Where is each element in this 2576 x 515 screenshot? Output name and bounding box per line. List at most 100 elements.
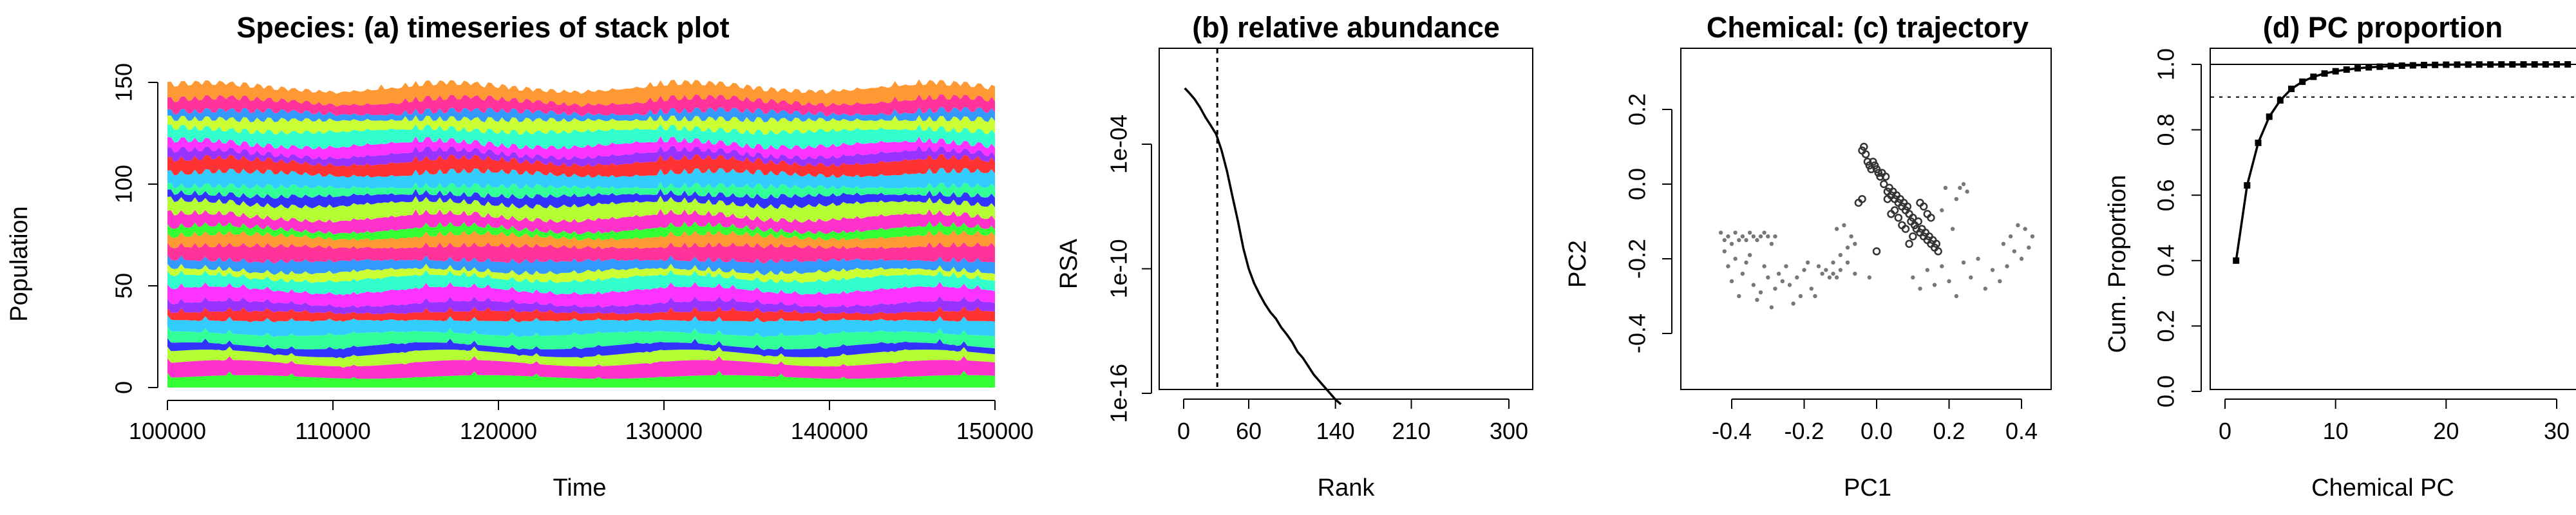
pc-point <box>2233 257 2240 264</box>
pc-plot-box <box>2210 48 2576 390</box>
trajectory-point <box>1943 185 1948 190</box>
stack-layers <box>167 79 995 388</box>
stack-plot-axes: 0 50 100 150 100000 110000 120000 130000 140000 1… <box>111 63 1034 444</box>
abundance-line <box>1184 87 1342 406</box>
trajectory-point <box>1762 230 1766 235</box>
pc-point <box>2266 113 2273 120</box>
stack-plot-xlabel: Time <box>553 474 606 501</box>
abundance-ylabel: RSA <box>1056 238 1083 289</box>
pc-point <box>2498 61 2505 68</box>
panel-trajectory: Chemical: (c) trajectory PC1 PC2 -0.4 -0.… <box>1564 11 2052 501</box>
stack-y-tick-label: 50 <box>111 273 137 299</box>
trajectory-xlabel: PC1 <box>1844 474 1891 501</box>
trajectory-point <box>1872 247 1881 256</box>
pc-point <box>2487 61 2494 68</box>
trajectory-point <box>1751 234 1756 239</box>
stack-layer <box>167 230 995 250</box>
trajectory-point <box>1934 247 1942 256</box>
stack-layer <box>167 209 995 235</box>
trajectory-point <box>1718 230 1723 235</box>
trajectory-point <box>1845 260 1850 265</box>
trajectory-point <box>1831 260 1835 265</box>
stack-layer <box>167 107 995 122</box>
pc-y-tick-label: 0.6 <box>2153 179 2179 211</box>
trajectory-content: -0.4 -0.2 0.0 0.2 0.4 -0.4 -0.2 0.0 0.2 <box>1624 93 2038 444</box>
trajectory-point <box>2016 223 2020 227</box>
trajectory-point <box>1958 185 1962 190</box>
trajectory-point <box>1990 268 1995 272</box>
trajectory-point <box>1733 230 1738 235</box>
trajectory-point <box>1824 268 1828 272</box>
abundance-plot-box <box>1159 48 1533 390</box>
trajectory-point <box>1816 264 1821 268</box>
trajectory-point <box>1898 221 1906 230</box>
trajectory-point <box>1853 241 1857 246</box>
panel-relative-abundance: (b) relative abundance Rank RSA 0 60 140 21… <box>1056 11 1533 501</box>
stack-plot-ylabel: Population <box>6 206 33 322</box>
trajectory-point <box>1858 194 1866 203</box>
trajectory-point <box>1769 305 1774 310</box>
pc-point <box>2387 62 2394 70</box>
pc-y-tick-label: 0.4 <box>2153 245 2179 277</box>
pc-line <box>2235 63 2568 261</box>
abundance-content: 0 60 140 210 300 1e-16 1e-10 1e-04 <box>1106 49 1528 444</box>
stack-layer <box>167 356 995 379</box>
pc-point <box>2244 182 2251 189</box>
trajectory-point <box>1954 294 1958 299</box>
stack-layer <box>167 315 995 338</box>
trajectory-point <box>1867 275 1871 280</box>
trajectory-point <box>2023 227 2027 231</box>
abundance-y-tick-label: 1e-16 <box>1106 364 1132 423</box>
stack-layer <box>167 154 995 178</box>
trajectory-point <box>1744 238 1748 243</box>
trajectory-point <box>1918 286 1922 291</box>
stack-x-tick-label: 120000 <box>460 418 537 444</box>
stack-layer <box>167 281 995 308</box>
trajectory-point <box>1909 213 1917 222</box>
trajectory-point <box>1755 297 1759 302</box>
stack-layer <box>167 270 995 295</box>
trajectory-point <box>1766 275 1770 280</box>
pc-point <box>2454 61 2461 68</box>
pc-point <box>2553 61 2560 68</box>
trajectory-point <box>1932 239 1941 248</box>
trajectory-point <box>1787 283 1792 287</box>
stack-x-tick-label: 140000 <box>791 418 868 444</box>
pc-point <box>2443 61 2450 68</box>
trajectory-point <box>2005 264 2009 268</box>
pc-x-tick-label: 30 <box>2544 418 2570 444</box>
pc-point <box>2409 62 2416 69</box>
trajectory-y-tick-label: -0.2 <box>1624 239 1651 279</box>
trajectory-point <box>1911 275 1915 280</box>
trajectory-point <box>1954 197 1958 201</box>
stack-layer <box>167 263 995 283</box>
trajectory-point <box>1722 238 1727 243</box>
trajectory-point <box>1894 213 1903 222</box>
stack-x-tick-label: 150000 <box>956 418 1034 444</box>
trajectory-ylabel: PC2 <box>1564 240 1591 288</box>
trajectory-point <box>1740 234 1745 239</box>
trajectory-point <box>1776 272 1781 276</box>
trajectory-x-tick-label: 0.4 <box>2005 418 2038 444</box>
trajectory-point <box>1791 301 1795 306</box>
stack-layer <box>167 306 995 323</box>
trajectory-title: Chemical: (c) trajectory <box>1707 11 2029 44</box>
trajectory-point <box>1853 272 1857 276</box>
trajectory-point <box>1740 272 1745 276</box>
trajectory-point <box>1726 234 1730 239</box>
trajectory-point <box>1925 268 1929 272</box>
panel-pc-proportion: (d) PC proportion Chemical PC Cum. Propo… <box>2104 11 2576 501</box>
trajectory-x-tick-label: 0.2 <box>1933 418 1965 444</box>
stack-y-tick-label: 0 <box>111 381 137 394</box>
stack-layer <box>167 124 995 150</box>
pc-x-tick-label: 20 <box>2433 418 2459 444</box>
pc-point <box>2332 68 2339 75</box>
trajectory-point <box>1758 234 1763 239</box>
stack-layer <box>167 189 995 209</box>
trajectory-y-tick-label: 0.2 <box>1624 93 1651 126</box>
pc-x-tick-label: 0 <box>2219 418 2231 444</box>
trajectory-point <box>1831 272 1835 276</box>
stack-layer <box>167 182 995 200</box>
trajectory-x-tick-label: -0.2 <box>1784 418 1824 444</box>
trajectory-point <box>1747 253 1752 258</box>
